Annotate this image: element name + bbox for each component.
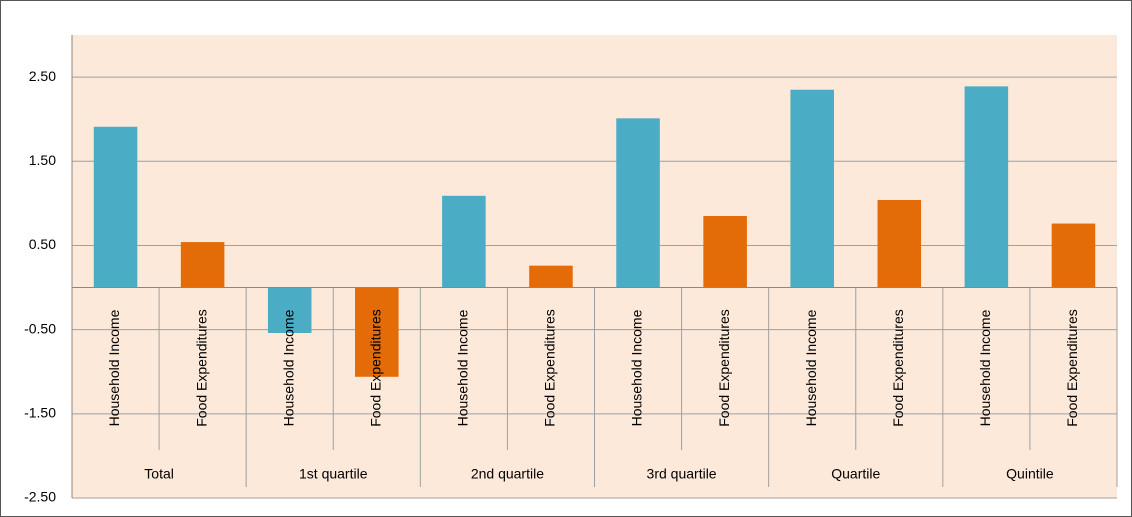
x-sub-label: Household Income — [803, 309, 819, 426]
x-tick-label: Quartile — [831, 466, 880, 482]
x-sub-label: Household Income — [977, 309, 993, 426]
y-tick-label: 0.50 — [29, 236, 56, 252]
x-sub-label: Food Expenditures — [367, 309, 383, 427]
bar — [180, 242, 225, 288]
bar — [616, 118, 660, 288]
x-tick-label: Quintile — [1006, 466, 1054, 482]
x-sub-label: Household Income — [280, 309, 296, 426]
bar — [355, 287, 399, 377]
x-sub-label: Food Expenditures — [716, 309, 732, 427]
y-tick-label: 1.50 — [29, 152, 56, 168]
bar — [267, 287, 312, 334]
bar — [529, 265, 573, 288]
x-sub-label: Household Income — [629, 309, 645, 426]
bar — [442, 195, 486, 288]
y-tick-label: -2.50 — [24, 489, 56, 505]
x-tick-label: 2nd quartile — [471, 466, 544, 482]
x-tick-label: Total — [144, 466, 174, 482]
x-tick-label: 1st quartile — [299, 466, 368, 482]
y-tick-label: -0.50 — [24, 320, 56, 336]
x-sub-label: Food Expenditures — [1064, 309, 1080, 427]
bar — [93, 126, 138, 288]
y-tick-label: -1.50 — [24, 405, 56, 421]
bar — [1051, 223, 1096, 288]
bar — [877, 199, 922, 288]
bar — [964, 86, 1009, 288]
bar — [790, 89, 834, 288]
y-tick-label: 2.50 — [29, 68, 56, 84]
x-tick-label: 3rd quartile — [647, 466, 717, 482]
x-sub-label: Food Expenditures — [890, 309, 906, 427]
x-sub-label: Food Expenditures — [193, 309, 209, 427]
bar — [703, 215, 747, 288]
x-sub-label: Household Income — [455, 309, 471, 426]
x-sub-label: Food Expenditures — [542, 309, 558, 427]
x-sub-label: Household Income — [106, 309, 122, 426]
